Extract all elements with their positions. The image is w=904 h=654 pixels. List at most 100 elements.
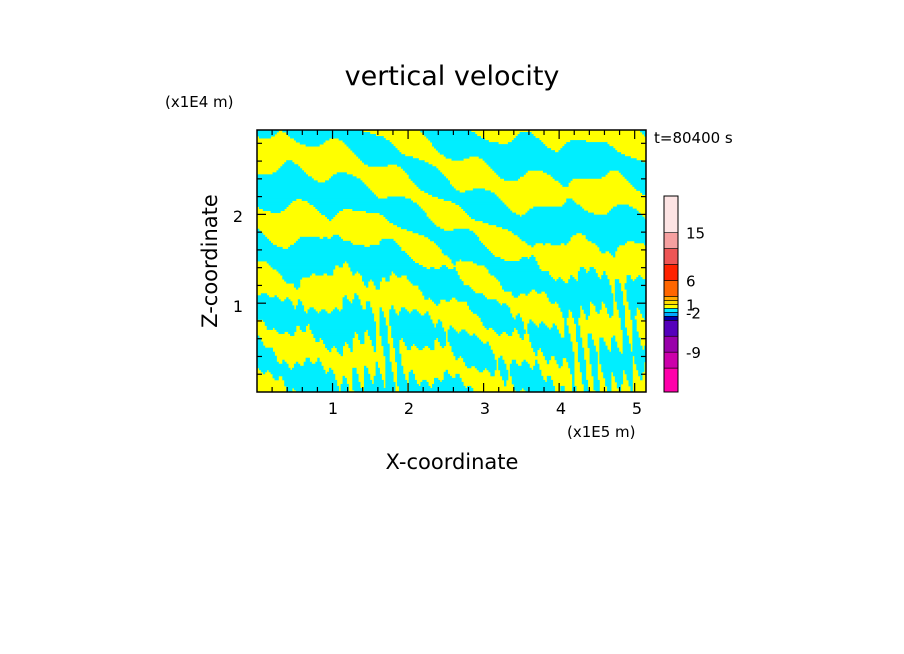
field-cell-negative — [332, 234, 340, 238]
field-cell-negative — [599, 246, 618, 250]
field-cell-negative — [328, 349, 332, 353]
field-cell-negative — [327, 273, 334, 276]
field-cell-negative — [632, 321, 637, 324]
field-cell-negative — [634, 361, 645, 365]
field-cell-negative — [284, 381, 338, 385]
field-cell-negative — [620, 321, 626, 324]
field-cell-negative — [624, 371, 633, 375]
field-cell-negative — [449, 341, 484, 345]
field-cell-negative — [614, 295, 624, 298]
field-cell-negative — [365, 301, 371, 304]
field-cell-negative — [397, 361, 402, 365]
field-cell-negative — [346, 261, 415, 264]
field-cell-negative — [397, 367, 404, 371]
field-cell-negative — [558, 180, 571, 183]
field-cell-negative — [465, 210, 513, 214]
field-cell-negative — [486, 327, 489, 330]
field-cell-negative — [630, 387, 633, 391]
field-cell-negative — [605, 383, 612, 387]
field-cell-negative — [455, 202, 505, 205]
field-cell-negative — [560, 385, 565, 389]
field-cell-negative — [500, 369, 509, 373]
x-tick-label: 2 — [404, 399, 414, 418]
colorbar — [663, 195, 679, 393]
field-cell-negative — [554, 178, 573, 181]
field-cell-negative — [552, 176, 602, 179]
field-cell-negative — [472, 188, 485, 191]
field-cell-negative — [581, 305, 590, 308]
field-cell-negative — [348, 263, 419, 266]
field-cell-negative — [257, 297, 279, 300]
field-cell-negative — [527, 210, 589, 214]
field-cell-negative — [412, 230, 474, 234]
field-cell-negative — [362, 279, 371, 282]
field-cell-negative — [257, 204, 289, 207]
field-cell-negative — [560, 389, 565, 392]
field-cell-negative — [408, 373, 415, 377]
field-cell-negative — [385, 365, 392, 369]
field-cell-negative — [389, 315, 431, 318]
field-cell-negative — [640, 309, 646, 312]
field-cell-negative — [428, 345, 435, 349]
field-cell-negative — [601, 367, 633, 371]
field-cell-negative — [515, 389, 520, 392]
field-cell-negative — [449, 327, 454, 330]
x-tick-label: 5 — [632, 399, 642, 418]
field-cell-negative — [579, 365, 587, 369]
field-cell-negative — [614, 375, 624, 379]
field-cell-negative — [257, 295, 270, 298]
field-cell-negative — [511, 379, 546, 383]
field-cell-negative — [587, 238, 646, 242]
y-tick-label: 1 — [233, 297, 243, 316]
field-cell-negative — [595, 307, 602, 310]
field-cell-negative — [540, 321, 544, 324]
field-cell-negative — [595, 309, 600, 312]
field-cell-negative — [502, 377, 509, 381]
field-cell-negative — [564, 323, 567, 326]
field-cell-negative — [398, 387, 408, 391]
field-cell-negative — [634, 240, 646, 244]
field-cell-negative — [504, 289, 532, 292]
field-cell-negative — [257, 361, 279, 365]
field-cell-negative — [385, 373, 394, 377]
field-cell-negative — [393, 343, 400, 347]
field-cell-negative — [290, 244, 365, 248]
field-cell-negative — [583, 385, 589, 389]
field-cell-negative — [398, 385, 408, 389]
field-cell-negative — [500, 373, 509, 377]
field-cell-negative — [632, 331, 639, 334]
field-cell-negative — [363, 379, 373, 383]
field-cell-negative — [614, 281, 620, 284]
field-cell-negative — [408, 381, 417, 385]
field-cell-negative — [451, 347, 491, 351]
field-cell-negative — [500, 176, 520, 179]
field-cell-negative — [620, 323, 626, 326]
field-cell-negative — [628, 379, 633, 383]
field-cell-negative — [342, 299, 349, 302]
field-cell-negative — [502, 226, 646, 230]
field-cell-negative — [350, 148, 398, 151]
field-cell-negative — [280, 273, 312, 276]
field-cell-negative — [566, 142, 608, 145]
field-cell-negative — [626, 299, 646, 302]
field-cell-negative — [597, 311, 600, 314]
colorbar-band — [663, 367, 679, 393]
field-cell-negative — [375, 369, 380, 373]
field-cell-negative — [385, 371, 394, 375]
field-cell-negative — [492, 327, 515, 330]
field-cell-negative — [406, 228, 445, 232]
field-cell-negative — [315, 337, 320, 340]
field-cell-negative — [385, 359, 390, 363]
field-cell-negative — [309, 327, 377, 330]
field-cell-negative — [257, 228, 260, 232]
field-cell-negative — [622, 343, 631, 347]
field-cell-negative — [498, 333, 501, 336]
field-cell-negative — [371, 341, 377, 345]
field-cell-negative — [325, 343, 345, 347]
field-cell-negative — [577, 351, 585, 355]
field-cell-negative — [523, 387, 555, 391]
field-cell-negative — [591, 363, 598, 367]
field-cell-negative — [319, 210, 340, 214]
field-cell-negative — [375, 365, 378, 369]
field-cell-negative — [379, 212, 427, 216]
